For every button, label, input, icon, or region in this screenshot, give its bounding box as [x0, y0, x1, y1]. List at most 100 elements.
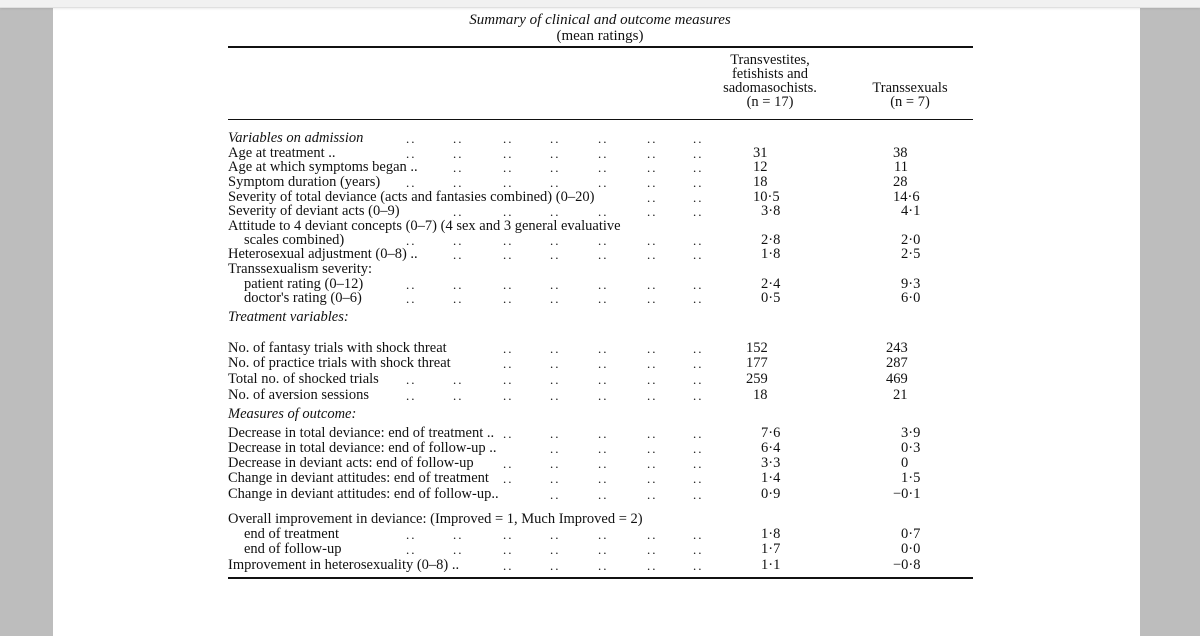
table-row: patient rating (0–12) 2·4 9·3.............…	[228, 276, 973, 293]
table-row: end of treatment 1·8 0·7..............	[228, 527, 973, 543]
leader-dots: ..	[406, 277, 417, 292]
leader-dots: ..	[647, 233, 658, 248]
row-label: patient rating (0–12)	[244, 276, 364, 292]
leader-dots: ..	[503, 247, 514, 262]
table-subtitle: (mean ratings)	[556, 28, 644, 44]
leader-dots: ..	[503, 527, 514, 542]
leader-dots: ..	[693, 426, 704, 441]
row-value: 2·8	[761, 232, 781, 248]
leader-dots: ..	[598, 175, 609, 190]
leader-dots: ..	[647, 190, 658, 205]
leader-dots: ..	[693, 131, 704, 146]
leader-dots: ..	[503, 356, 514, 371]
row-value: 177	[746, 355, 768, 371]
leader-dots: ..	[550, 542, 561, 557]
table-row: Attitude to 4 deviant concepts (0–7) (4 …	[228, 219, 973, 234]
leader-dots: ..	[453, 277, 464, 292]
row-label: Age at which symptoms began ..	[228, 159, 418, 175]
row-value: 287	[886, 355, 908, 371]
row-value: 3·3	[761, 455, 781, 471]
leader-dots: ..	[598, 542, 609, 557]
table-row: Age at treatment .. 31 38..............	[228, 145, 973, 162]
table-row: Heterosexual adjustment (0–8) .. 1·8 2·5..…	[228, 246, 973, 263]
row-value: 18	[753, 174, 768, 190]
header-rule	[228, 119, 973, 120]
leader-dots: ..	[453, 233, 464, 248]
viewer-toolbar	[0, 0, 1200, 8]
row-value: 0·0	[901, 541, 921, 557]
table-row: Transsexualism severity:	[228, 262, 973, 277]
table-row: Decrease in deviant acts: end of follow-…	[228, 455, 973, 472]
leader-dots: ..	[453, 160, 464, 175]
leader-dots: ..	[453, 131, 464, 146]
row-label: Attitude to 4 deviant concepts (0–7) (4 …	[228, 218, 621, 234]
row-value: −0·1	[893, 486, 921, 502]
leader-dots: ..	[647, 247, 658, 262]
row-value: −0·8	[893, 557, 921, 573]
leader-dots: ..	[693, 190, 704, 205]
leader-dots: ..	[406, 233, 417, 248]
row-label: Treatment variables:	[228, 309, 349, 325]
table-row: Symptom duration (years) 18 28............…	[228, 174, 973, 191]
leader-dots: ..	[550, 471, 561, 486]
row-value: 1·8	[761, 246, 781, 262]
row-label: No. of aversion sessions	[228, 387, 369, 403]
table-row: Decrease in total deviance: end of follo…	[228, 441, 973, 457]
row-label: Measures of outcome:	[228, 406, 357, 422]
leader-dots: ..	[503, 160, 514, 175]
leader-dots: ..	[503, 175, 514, 190]
header-line: sadomasochists.	[723, 80, 817, 96]
leader-dots: ..	[503, 146, 514, 161]
leader-dots: ..	[503, 558, 514, 573]
leader-dots: ..	[647, 456, 658, 471]
leader-dots: ..	[693, 388, 704, 403]
leader-dots: ..	[550, 372, 561, 387]
row-label: No. of fantasy trials with shock threat	[228, 340, 447, 356]
leader-dots: ..	[598, 341, 609, 356]
table-row: Change in deviant attitudes: end of trea…	[228, 471, 973, 487]
table-row: Measures of outcome:	[228, 407, 973, 422]
table-row: scales combined) 2·8 2·0..............	[228, 232, 973, 249]
leader-dots: ..	[598, 441, 609, 456]
header-line: (n = 7)	[890, 94, 930, 110]
table-row: Decrease in total deviance: end of treat…	[228, 425, 973, 442]
leader-dots: ..	[598, 356, 609, 371]
leader-dots: ..	[550, 277, 561, 292]
table-row: No. of fantasy trials with shock threat 1…	[228, 340, 973, 357]
row-label: Improvement in heterosexuality (0–8) ..	[228, 557, 460, 573]
leader-dots: ..	[550, 441, 561, 456]
row-value: 259	[746, 371, 768, 387]
row-value: 7·6	[761, 425, 781, 441]
leader-dots: ..	[693, 341, 704, 356]
row-label: end of follow-up	[244, 541, 342, 557]
row-label: Heterosexual adjustment (0–8) ..	[228, 246, 418, 262]
row-value: 6·0	[901, 290, 921, 306]
leader-dots: ..	[550, 204, 561, 219]
leader-dots: ..	[693, 247, 704, 262]
row-value: 0	[901, 455, 909, 471]
leader-dots: ..	[503, 456, 514, 471]
row-label: Severity of deviant acts (0–9)	[228, 203, 400, 219]
leader-dots: ..	[598, 527, 609, 542]
table-row: Overall improvement in deviance: (Improv…	[228, 512, 973, 527]
leader-dots: ..	[598, 291, 609, 306]
leader-dots: ..	[647, 356, 658, 371]
leader-dots: ..	[647, 131, 658, 146]
row-value: 18	[753, 387, 768, 403]
leader-dots: ..	[406, 146, 417, 161]
leader-dots: ..	[550, 527, 561, 542]
leader-dots: ..	[453, 388, 464, 403]
row-value: 469	[886, 371, 908, 387]
leader-dots: ..	[647, 204, 658, 219]
row-value: 152	[746, 340, 768, 356]
leader-dots: ..	[647, 388, 658, 403]
row-label: Symptom duration (years)	[228, 174, 381, 190]
table-row: Severity of total deviance (acts and fan…	[228, 189, 973, 206]
row-label: Severity of total deviance (acts and fan…	[228, 189, 595, 205]
row-value: 31	[753, 145, 768, 161]
row-label: scales combined)	[244, 232, 345, 248]
leader-dots: ..	[693, 471, 704, 486]
row-label: Total no. of shocked trials	[228, 371, 379, 387]
table-row: No. of practice trials with shock threat…	[228, 355, 973, 372]
leader-dots: ..	[693, 456, 704, 471]
